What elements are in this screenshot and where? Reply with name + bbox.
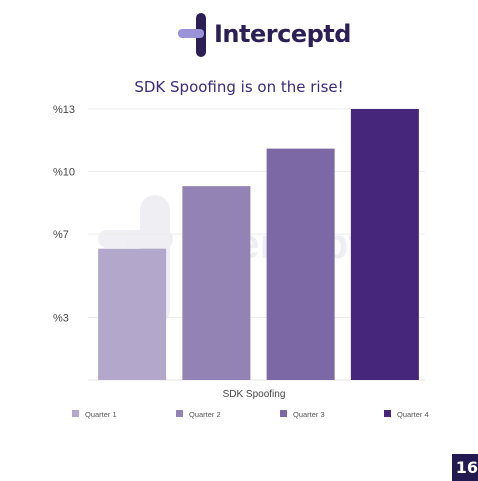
legend-item: Quarter 1 (72, 410, 117, 419)
bar-quarter-2 (182, 186, 251, 380)
legend-item: Quarter 3 (280, 410, 325, 419)
y-tick-label: %10 (53, 167, 75, 179)
bar-quarter-1 (98, 248, 167, 380)
legend-label: Quarter 4 (397, 410, 429, 419)
legend-label: Quarter 3 (293, 410, 325, 419)
page-number: 16 (452, 454, 478, 481)
bar-quarter-4 (350, 109, 419, 380)
legend-swatch (384, 410, 391, 417)
y-tick-label: %13 (53, 104, 75, 116)
bar-quarter-3 (266, 148, 335, 380)
x-axis-label: SDK Spoofing (223, 389, 286, 400)
logo-cross-icon (178, 13, 206, 57)
chart-title: SDK Spoofing is on the rise! (134, 78, 344, 96)
interceptd-logo: Interceptd (176, 12, 351, 58)
legend-label: Quarter 1 (85, 410, 117, 419)
y-tick-label: %3 (53, 312, 69, 324)
logo-text: Interceptd (214, 20, 351, 48)
legend-label: Quarter 2 (189, 410, 221, 419)
y-tick-label: %7 (53, 229, 69, 241)
legend-swatch (72, 410, 79, 417)
legend-item: Quarter 4 (384, 410, 429, 419)
legend-swatch (280, 410, 287, 417)
legend-item: Quarter 2 (176, 410, 221, 419)
legend-swatch (176, 410, 183, 417)
